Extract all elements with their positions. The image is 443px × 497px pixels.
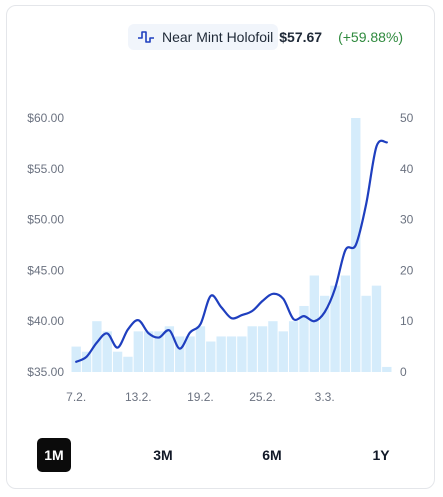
legend-item[interactable] bbox=[128, 24, 278, 50]
chart-card bbox=[6, 5, 435, 489]
y-right-tick-label: 30 bbox=[400, 213, 414, 227]
price-line-icon bbox=[137, 29, 155, 45]
volume-bar bbox=[123, 356, 133, 372]
y-right-tick-label: 50 bbox=[400, 111, 414, 125]
price-line bbox=[75, 139, 388, 363]
range-button-3m[interactable]: 3M bbox=[153, 447, 173, 463]
range-button-1m[interactable]: 1M bbox=[37, 438, 71, 472]
volume-bar bbox=[133, 331, 143, 372]
y-right-tick-label: 0 bbox=[400, 365, 407, 379]
volume-bar bbox=[143, 331, 154, 372]
legend-row: Near Mint Holofoil $57.67 (+59.88%) bbox=[137, 27, 403, 47]
volume-bar bbox=[92, 321, 102, 372]
volume-bar bbox=[382, 366, 392, 372]
y-left-tick-label: $50.00 bbox=[27, 213, 64, 227]
volume-bar bbox=[268, 321, 278, 372]
price-chart: $35.00 $40.00 $45.00 $50.00 $55.00 $60.00 0 10 2… bbox=[27, 111, 414, 404]
volume-bar bbox=[81, 351, 92, 372]
volume-bar bbox=[112, 351, 123, 372]
legend-series-name: Near Mint Holofoil bbox=[162, 29, 274, 45]
volume-bar bbox=[247, 326, 257, 372]
volume-bar bbox=[185, 336, 195, 372]
volume-bar bbox=[216, 336, 226, 372]
legend-current-price: $57.67 bbox=[279, 29, 323, 45]
volume-bar bbox=[330, 285, 340, 372]
volume-bar bbox=[164, 326, 175, 372]
y-right-tick-label: 10 bbox=[400, 314, 414, 328]
time-range-selector: 1M 3M 6M 1Y bbox=[0, 438, 443, 472]
volume-bar bbox=[278, 331, 288, 372]
volume-bar bbox=[309, 275, 320, 372]
volume-bar bbox=[206, 341, 216, 372]
y-right-tick-label: 40 bbox=[400, 162, 414, 176]
volume-bar bbox=[320, 295, 330, 372]
volume-bar bbox=[361, 295, 371, 372]
volume-bar bbox=[288, 321, 299, 372]
volume-bar bbox=[237, 336, 247, 372]
y-left-tick-label: $35.00 bbox=[27, 365, 64, 379]
volume-bar bbox=[154, 331, 164, 372]
y-left-tick-label: $45.00 bbox=[27, 263, 64, 277]
x-tick-label: 19.2. bbox=[187, 390, 214, 404]
range-button-1y[interactable]: 1Y bbox=[372, 447, 390, 463]
volume-bar bbox=[71, 346, 81, 372]
volume-bar bbox=[257, 326, 268, 372]
y-left-tick-label: $55.00 bbox=[27, 162, 64, 176]
y-left-tick-label: $40.00 bbox=[27, 314, 64, 328]
volume-bar bbox=[195, 326, 206, 372]
volume-bar bbox=[371, 285, 382, 372]
volume-bar bbox=[102, 331, 112, 372]
x-tick-label: 7.2. bbox=[66, 390, 86, 404]
volume-bar bbox=[340, 275, 351, 372]
x-tick-label: 13.2. bbox=[125, 390, 152, 404]
volume-bar bbox=[299, 305, 309, 372]
legend-price-change: (+59.88%) bbox=[338, 29, 404, 45]
volume-bar bbox=[226, 336, 237, 372]
volume-bar bbox=[175, 336, 185, 372]
x-tick-label: 25.2. bbox=[249, 390, 276, 404]
y-left-tick-label: $60.00 bbox=[27, 111, 64, 125]
y-right-tick-label: 20 bbox=[400, 263, 414, 277]
range-button-6m[interactable]: 6M bbox=[262, 447, 282, 463]
x-tick-label: 3.3. bbox=[315, 390, 335, 404]
